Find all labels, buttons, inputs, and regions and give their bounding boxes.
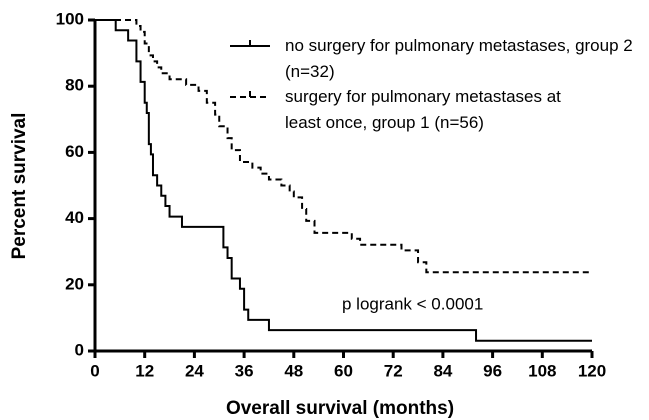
x-tick-label: 24: [185, 361, 204, 380]
annotation: p logrank < 0.0001: [342, 294, 483, 313]
x-tick-label: 84: [433, 361, 452, 380]
x-tick-label: 48: [284, 361, 303, 380]
x-axis-label: Overall survival (months): [226, 398, 454, 419]
x-tick-label: 72: [384, 361, 403, 380]
y-tick-label: 40: [65, 208, 84, 227]
x-tick-label: 120: [578, 361, 606, 380]
legend-label: no surgery for pulmonary metastases, gro…: [285, 36, 633, 81]
x-tick-label: 36: [235, 361, 254, 380]
x-tick-label: 0: [90, 361, 99, 380]
x-tick-label: 12: [135, 361, 154, 380]
y-axis-label: Percent survival: [9, 113, 30, 260]
survival-curve: [95, 19, 592, 274]
x-tick-label: 96: [483, 361, 502, 380]
y-tick-label: 20: [65, 274, 84, 293]
y-tick-label: 100: [56, 9, 84, 28]
y-tick-label: 80: [65, 76, 84, 95]
legend-label: surgery for pulmonary metastases at leas…: [285, 87, 561, 132]
x-tick-label: 108: [528, 361, 556, 380]
y-tick-label: 0: [75, 340, 84, 359]
survival-curve: [95, 19, 592, 342]
x-tick-label: 60: [334, 361, 353, 380]
y-tick-label: 60: [65, 142, 84, 161]
